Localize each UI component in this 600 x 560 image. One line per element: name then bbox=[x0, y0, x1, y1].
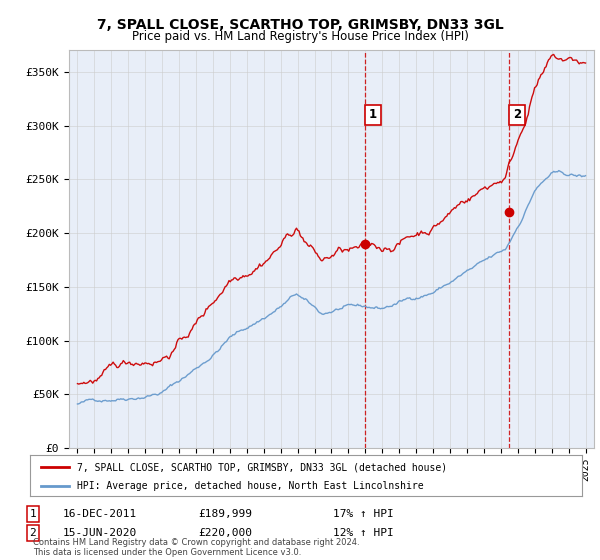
Text: 2: 2 bbox=[513, 109, 521, 122]
Text: HPI: Average price, detached house, North East Lincolnshire: HPI: Average price, detached house, Nort… bbox=[77, 482, 424, 491]
Text: 7, SPALL CLOSE, SCARTHO TOP, GRIMSBY, DN33 3GL (detached house): 7, SPALL CLOSE, SCARTHO TOP, GRIMSBY, DN… bbox=[77, 463, 447, 473]
Text: 1: 1 bbox=[369, 109, 377, 122]
Text: Contains HM Land Registry data © Crown copyright and database right 2024.
This d: Contains HM Land Registry data © Crown c… bbox=[33, 538, 359, 557]
Text: 7, SPALL CLOSE, SCARTHO TOP, GRIMSBY, DN33 3GL: 7, SPALL CLOSE, SCARTHO TOP, GRIMSBY, DN… bbox=[97, 18, 503, 32]
Text: £189,999: £189,999 bbox=[198, 509, 252, 519]
Text: 16-DEC-2011: 16-DEC-2011 bbox=[63, 509, 137, 519]
Text: Price paid vs. HM Land Registry's House Price Index (HPI): Price paid vs. HM Land Registry's House … bbox=[131, 30, 469, 43]
Text: 2: 2 bbox=[29, 528, 37, 538]
Text: 1: 1 bbox=[29, 509, 37, 519]
Text: 17% ↑ HPI: 17% ↑ HPI bbox=[333, 509, 394, 519]
Text: 12% ↑ HPI: 12% ↑ HPI bbox=[333, 528, 394, 538]
Text: £220,000: £220,000 bbox=[198, 528, 252, 538]
Text: 15-JUN-2020: 15-JUN-2020 bbox=[63, 528, 137, 538]
